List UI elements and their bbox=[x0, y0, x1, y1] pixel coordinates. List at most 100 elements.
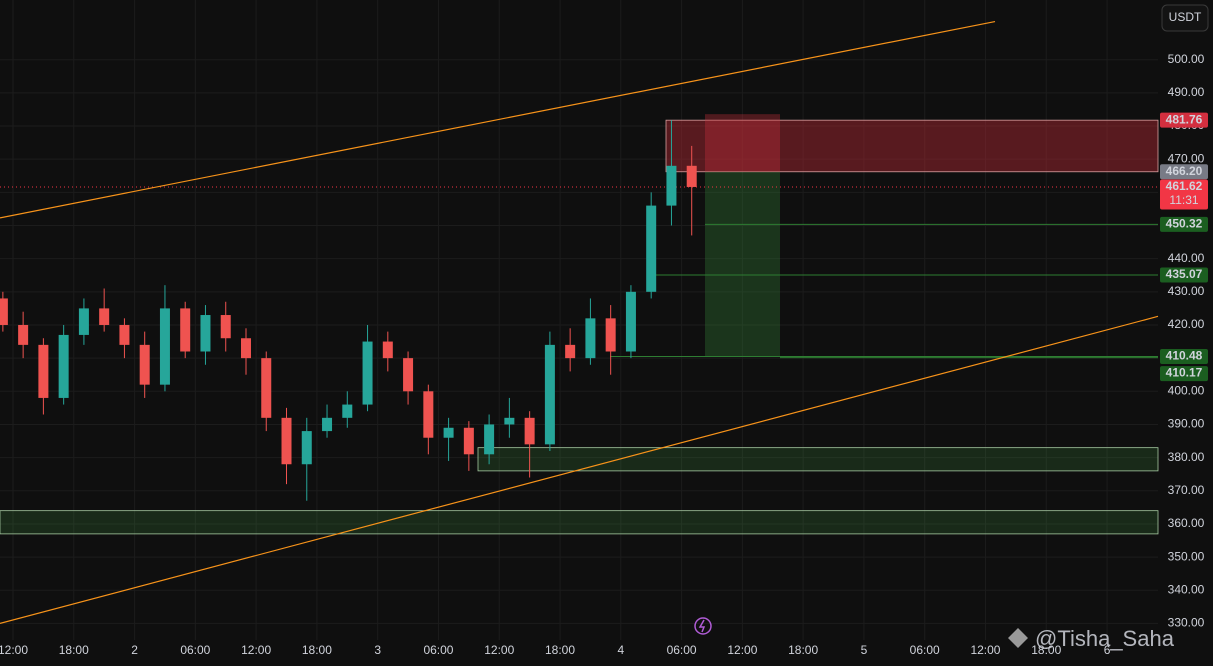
x-tick-label: 3 bbox=[374, 643, 381, 657]
x-tick-label: 18:00 bbox=[545, 643, 575, 657]
candle-body bbox=[18, 324, 29, 345]
price-tag-label: 481.76 bbox=[1166, 112, 1203, 126]
candle-body bbox=[322, 417, 333, 432]
price-tag bbox=[1160, 267, 1208, 283]
grid bbox=[0, 0, 1158, 640]
candle-body bbox=[382, 341, 393, 359]
x-tick-label: 5 bbox=[861, 643, 868, 657]
x-tick-label: 18:00 bbox=[59, 643, 89, 657]
x-tick-label: 18:00 bbox=[788, 643, 818, 657]
y-tick-label: 420.00 bbox=[1168, 317, 1205, 331]
zones bbox=[0, 114, 1159, 535]
candle-body bbox=[565, 344, 576, 359]
candle-body bbox=[443, 427, 454, 438]
candle-body bbox=[58, 334, 69, 398]
candle-body bbox=[342, 404, 353, 418]
price-tag-label: 410.48 bbox=[1166, 349, 1203, 363]
candle-body bbox=[544, 344, 555, 445]
candle-body bbox=[686, 165, 697, 187]
currency: USDT bbox=[1169, 10, 1202, 24]
y-tick-label: 350.00 bbox=[1168, 549, 1205, 563]
candle-body bbox=[423, 391, 434, 438]
candle-body bbox=[139, 344, 150, 385]
x-tick-label: 4 bbox=[617, 643, 624, 657]
price-tag-label: 461.62 bbox=[1166, 179, 1203, 193]
candle-body bbox=[99, 308, 110, 325]
candle-body bbox=[362, 341, 373, 405]
watermark-logo bbox=[1008, 628, 1028, 648]
y-tick-label: 400.00 bbox=[1168, 383, 1205, 397]
candle-body bbox=[281, 417, 292, 465]
y-tick-label: 360.00 bbox=[1168, 516, 1205, 530]
price-tag-label: 435.07 bbox=[1166, 267, 1203, 281]
countdown: 11:31 bbox=[1169, 193, 1198, 207]
x-tick-label: 06:00 bbox=[423, 643, 453, 657]
x-tick-label: 6 bbox=[1104, 643, 1111, 657]
candle-body bbox=[403, 358, 414, 392]
x-tick-label: 06:00 bbox=[910, 643, 940, 657]
candle-body bbox=[180, 308, 191, 352]
candle-body bbox=[605, 318, 616, 352]
candle-body bbox=[666, 165, 677, 206]
axis: 330.00 340.00 350.00 360.00 370.00 380.00 390.… bbox=[0, 52, 1208, 657]
price-tag bbox=[1160, 349, 1208, 365]
event-icon[interactable] bbox=[694, 617, 712, 635]
target-box bbox=[705, 171, 780, 357]
price-tag bbox=[1160, 164, 1208, 180]
candle-body bbox=[200, 315, 211, 352]
price-tag-label: 466.20 bbox=[1166, 164, 1203, 178]
candle-body bbox=[240, 338, 251, 359]
candle-body bbox=[463, 427, 474, 455]
price-tag-label: 450.32 bbox=[1166, 217, 1203, 231]
zone bbox=[477, 447, 1159, 472]
y-tick-label: 340.00 bbox=[1168, 582, 1205, 596]
candle-body bbox=[524, 417, 535, 445]
y-tick-label: 440.00 bbox=[1168, 251, 1205, 265]
stop-box bbox=[705, 114, 780, 172]
candle-body bbox=[625, 291, 636, 352]
channel-lower bbox=[0, 315, 1159, 624]
currency-button[interactable] bbox=[1161, 4, 1209, 32]
x-tick-label: 12:00 bbox=[727, 643, 757, 657]
candle-body bbox=[0, 298, 8, 325]
candle-body bbox=[646, 205, 657, 292]
channel-upper bbox=[0, 20, 996, 219]
plot bbox=[0, 20, 1159, 624]
x-tick-label: 12:00 bbox=[0, 643, 28, 657]
price-tag bbox=[1160, 179, 1208, 210]
y-tick-label: 370.00 bbox=[1168, 483, 1205, 497]
candle-body bbox=[78, 308, 89, 335]
candle-body bbox=[504, 417, 515, 425]
candle-body bbox=[220, 315, 231, 339]
y-tick-label: 490.00 bbox=[1168, 85, 1205, 99]
y-tick-label: 470.00 bbox=[1168, 151, 1205, 165]
y-tick-label: 430.00 bbox=[1168, 284, 1205, 298]
x-tick-label: 12:00 bbox=[484, 643, 514, 657]
price-tag bbox=[1160, 366, 1208, 382]
x-tick-label: 12:00 bbox=[970, 643, 1000, 657]
candle-body bbox=[38, 344, 49, 398]
zone bbox=[0, 510, 1159, 535]
candle-body bbox=[301, 431, 312, 465]
candle-body bbox=[261, 358, 272, 418]
x-tick-label: 2 bbox=[131, 643, 138, 657]
watermark: @Tisha_Saha bbox=[1035, 626, 1175, 651]
price-tag bbox=[1160, 216, 1208, 232]
price-tag bbox=[1160, 112, 1208, 128]
x-tick-label: 18:00 bbox=[302, 643, 332, 657]
x-tick-label: 06:00 bbox=[180, 643, 210, 657]
candle-body bbox=[119, 324, 130, 345]
x-tick-label: 06:00 bbox=[667, 643, 697, 657]
candle-body bbox=[484, 424, 495, 455]
stop-zone bbox=[665, 119, 1159, 173]
y-tick-label: 330.00 bbox=[1168, 616, 1205, 630]
candle-body bbox=[585, 318, 596, 359]
candle-body bbox=[159, 308, 170, 385]
y-tick-label: 390.00 bbox=[1168, 417, 1205, 431]
price-tag-label: 410.17 bbox=[1166, 366, 1203, 380]
x-tick-label: 18:00 bbox=[1031, 643, 1061, 657]
event-icon-bolt bbox=[698, 619, 706, 633]
y-tick-label: 500.00 bbox=[1168, 52, 1205, 66]
y-tick-label: 380.00 bbox=[1168, 450, 1205, 464]
